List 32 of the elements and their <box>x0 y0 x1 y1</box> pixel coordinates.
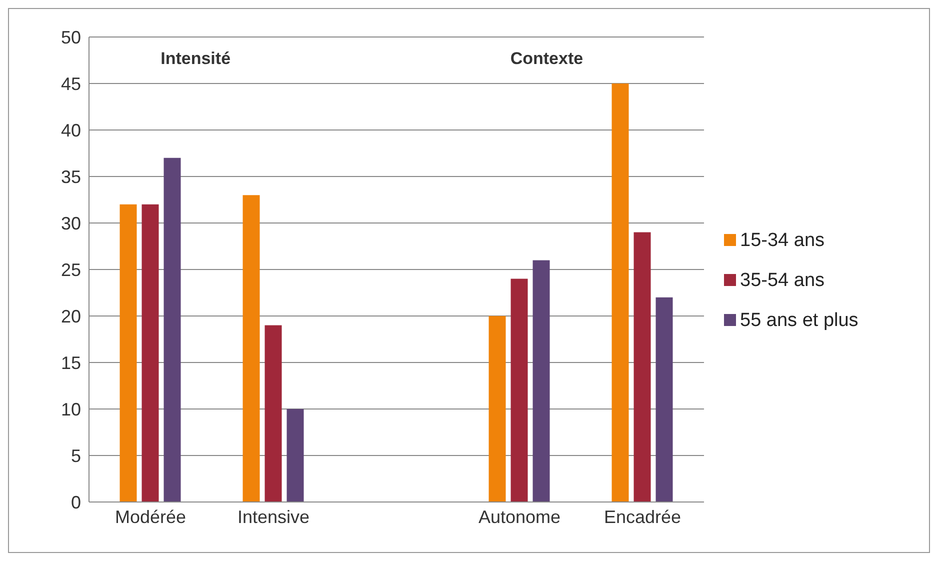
bar <box>242 195 260 502</box>
legend-label: 55 ans et plus <box>740 310 858 330</box>
bar <box>264 325 282 502</box>
bar <box>656 297 673 502</box>
x-tick-label: Autonome <box>478 506 561 527</box>
y-tick-label: 30 <box>60 213 81 234</box>
bar <box>510 278 528 502</box>
bar <box>634 232 651 502</box>
bar <box>142 204 159 502</box>
y-tick-label: 10 <box>60 399 81 420</box>
y-tick-label: 0 <box>70 492 81 512</box>
y-tick-label: 5 <box>70 446 81 466</box>
bar <box>164 158 181 502</box>
y-tick-label: 50 <box>60 27 81 48</box>
bar <box>612 84 629 502</box>
y-tick-label: 35 <box>60 166 81 187</box>
x-tick-label: Modérée <box>114 506 186 527</box>
bar <box>286 409 304 502</box>
x-tick-label: Encadrée <box>604 506 682 527</box>
bar <box>488 316 506 502</box>
bar <box>120 204 137 502</box>
legend-label: 35-54 ans <box>740 270 825 290</box>
y-tick-label: 15 <box>60 352 81 373</box>
annotation: Intensité <box>156 49 235 69</box>
legend-label: 15-34 ans <box>740 230 825 250</box>
y-tick-label: 45 <box>60 74 81 94</box>
y-tick-label: 25 <box>60 260 81 280</box>
y-tick-label: 40 <box>60 120 81 140</box>
bar <box>532 260 550 502</box>
y-tick-label: 20 <box>60 306 81 326</box>
annotation: Contexte <box>506 49 588 69</box>
x-tick-label: Intensive <box>237 506 310 527</box>
